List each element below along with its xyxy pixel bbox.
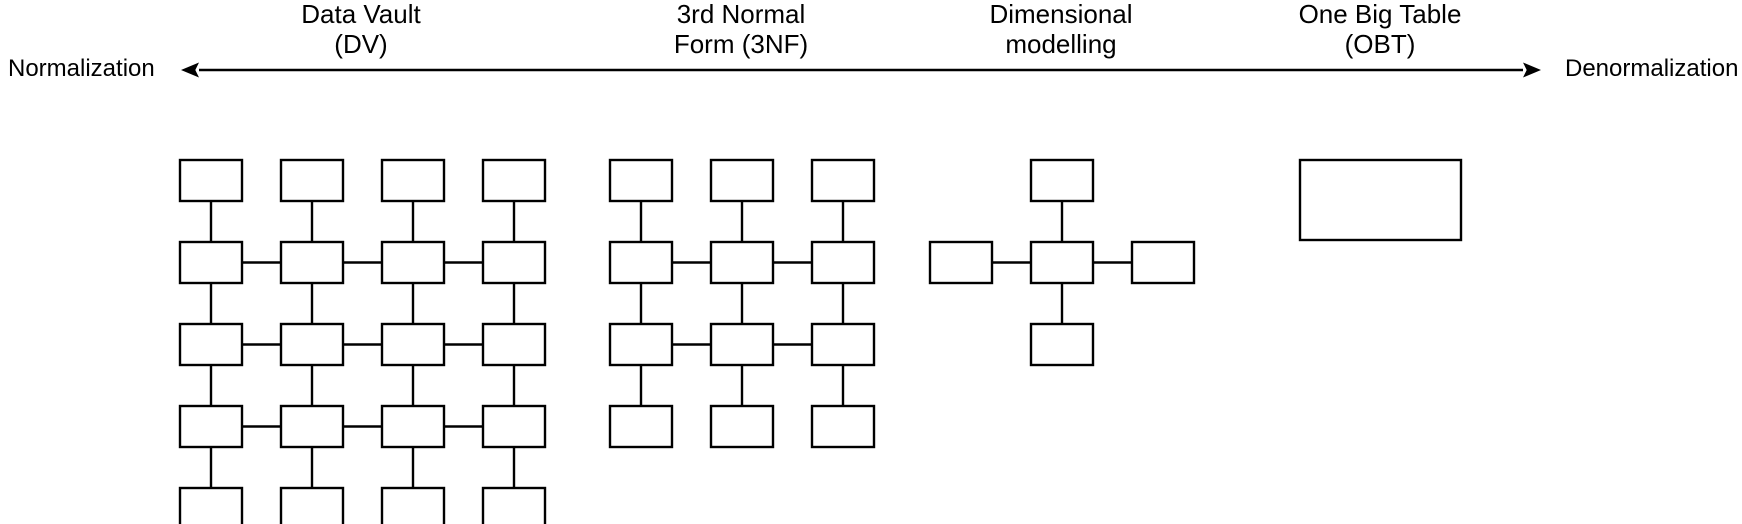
svg-text:Denormalization: Denormalization: [1565, 55, 1738, 82]
svg-text:Data Vault: Data Vault: [301, 0, 421, 29]
svg-text:Dimensional: Dimensional: [989, 0, 1132, 29]
svg-text:One Big Table: One Big Table: [1299, 0, 1462, 29]
svg-text:(OBT): (OBT): [1345, 29, 1416, 59]
svg-text:(DV): (DV): [334, 29, 387, 59]
svg-text:3rd Normal: 3rd Normal: [677, 0, 806, 29]
svg-text:modelling: modelling: [1005, 29, 1116, 59]
svg-text:Form (3NF): Form (3NF): [674, 29, 808, 59]
svg-text:Normalization: Normalization: [8, 55, 155, 82]
